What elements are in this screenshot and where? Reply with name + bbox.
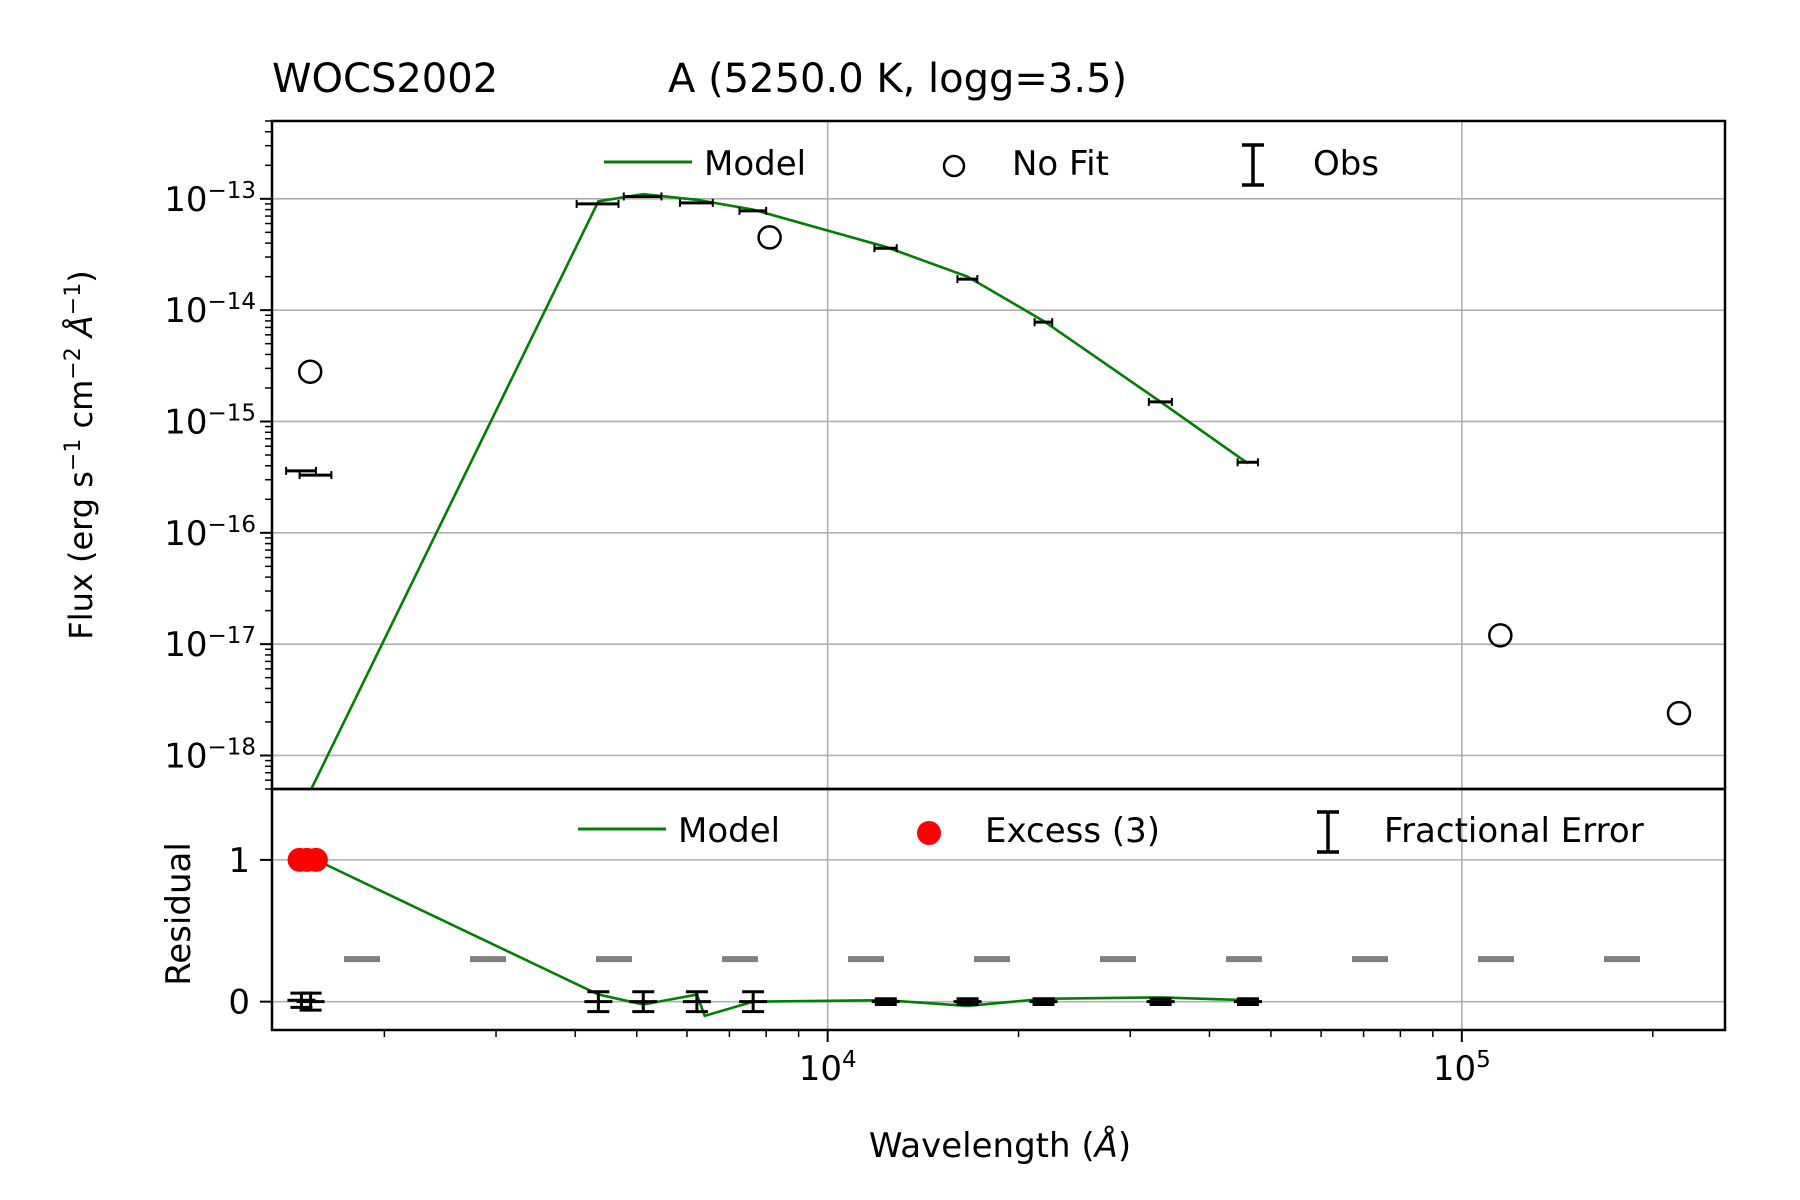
sed-marks [285, 192, 1692, 789]
residual-marks [272, 847, 1725, 1018]
sed-model-line [309, 192, 1249, 789]
sed-legend: Model No Fit Obs [604, 143, 1379, 187]
legend-excess-label: Excess (3) [985, 811, 1160, 851]
legend-fracerr-label: Fractional Error [1384, 811, 1644, 851]
y-tick-label: 10−16 [164, 512, 256, 554]
x-axis-label: Wavelength (Å) [869, 1125, 1131, 1166]
x-tick-label: 104 [799, 1047, 857, 1089]
sed-y-ticks: 10−13 10−14 10−15 10−16 10−17 10−18 [164, 120, 272, 790]
x-axis-ticks: 104 105 [383, 1030, 1654, 1089]
legend-nofit-label: No Fit [1012, 144, 1109, 184]
legend-res-model-label: Model [678, 811, 780, 851]
residual-plot-frame [270, 787, 1727, 1032]
residual-legend: Model Excess (3) Fractional Error [578, 810, 1644, 854]
chart-title-component: A (5250.0 K, logg=3.5) [668, 56, 1127, 102]
legend-excess-marker [917, 821, 941, 845]
nofit-point [757, 225, 782, 250]
y-tick-label: 1 [228, 841, 250, 881]
y-tick-label: 10−18 [164, 734, 256, 776]
residual-model-line [315, 858, 1248, 1018]
residual-panel: 01 Residual Model Excess (3) Fractional … [159, 787, 1727, 1032]
residual-y-axis-label: Residual [159, 842, 199, 986]
y-tick-label: 0 [228, 983, 250, 1023]
nofit-point [1666, 700, 1692, 726]
legend-obs-marker [1242, 143, 1264, 187]
sed-plot-frame [270, 119, 1727, 791]
y-tick-label: 10−15 [164, 400, 256, 442]
legend-model-label: Model [704, 144, 806, 184]
sed-y-axis-label: Flux (erg s−1 cm−2 Å−1) [61, 270, 101, 639]
legend-nofit-marker [942, 154, 966, 178]
x-tick-label: 105 [1433, 1047, 1491, 1089]
sed-panel: 10−13 10−14 10−15 10−16 10−17 10−18 Flux (erg… [61, 119, 1727, 791]
y-tick-label: 10−17 [164, 623, 256, 665]
y-tick-label: 10−13 [164, 178, 256, 220]
y-tick-label: 10−14 [164, 289, 256, 331]
excess-point [303, 847, 328, 872]
nofit-point [1488, 623, 1513, 648]
chart-title-star: WOCS2002 [272, 56, 498, 102]
residual-y-ticks: 01 [228, 841, 272, 1023]
nofit-point [297, 359, 323, 384]
sed-grid [272, 121, 1725, 789]
legend-fracerr-marker [1317, 810, 1339, 854]
legend-obs-label: Obs [1313, 144, 1379, 184]
residual-grid [272, 789, 1725, 1030]
